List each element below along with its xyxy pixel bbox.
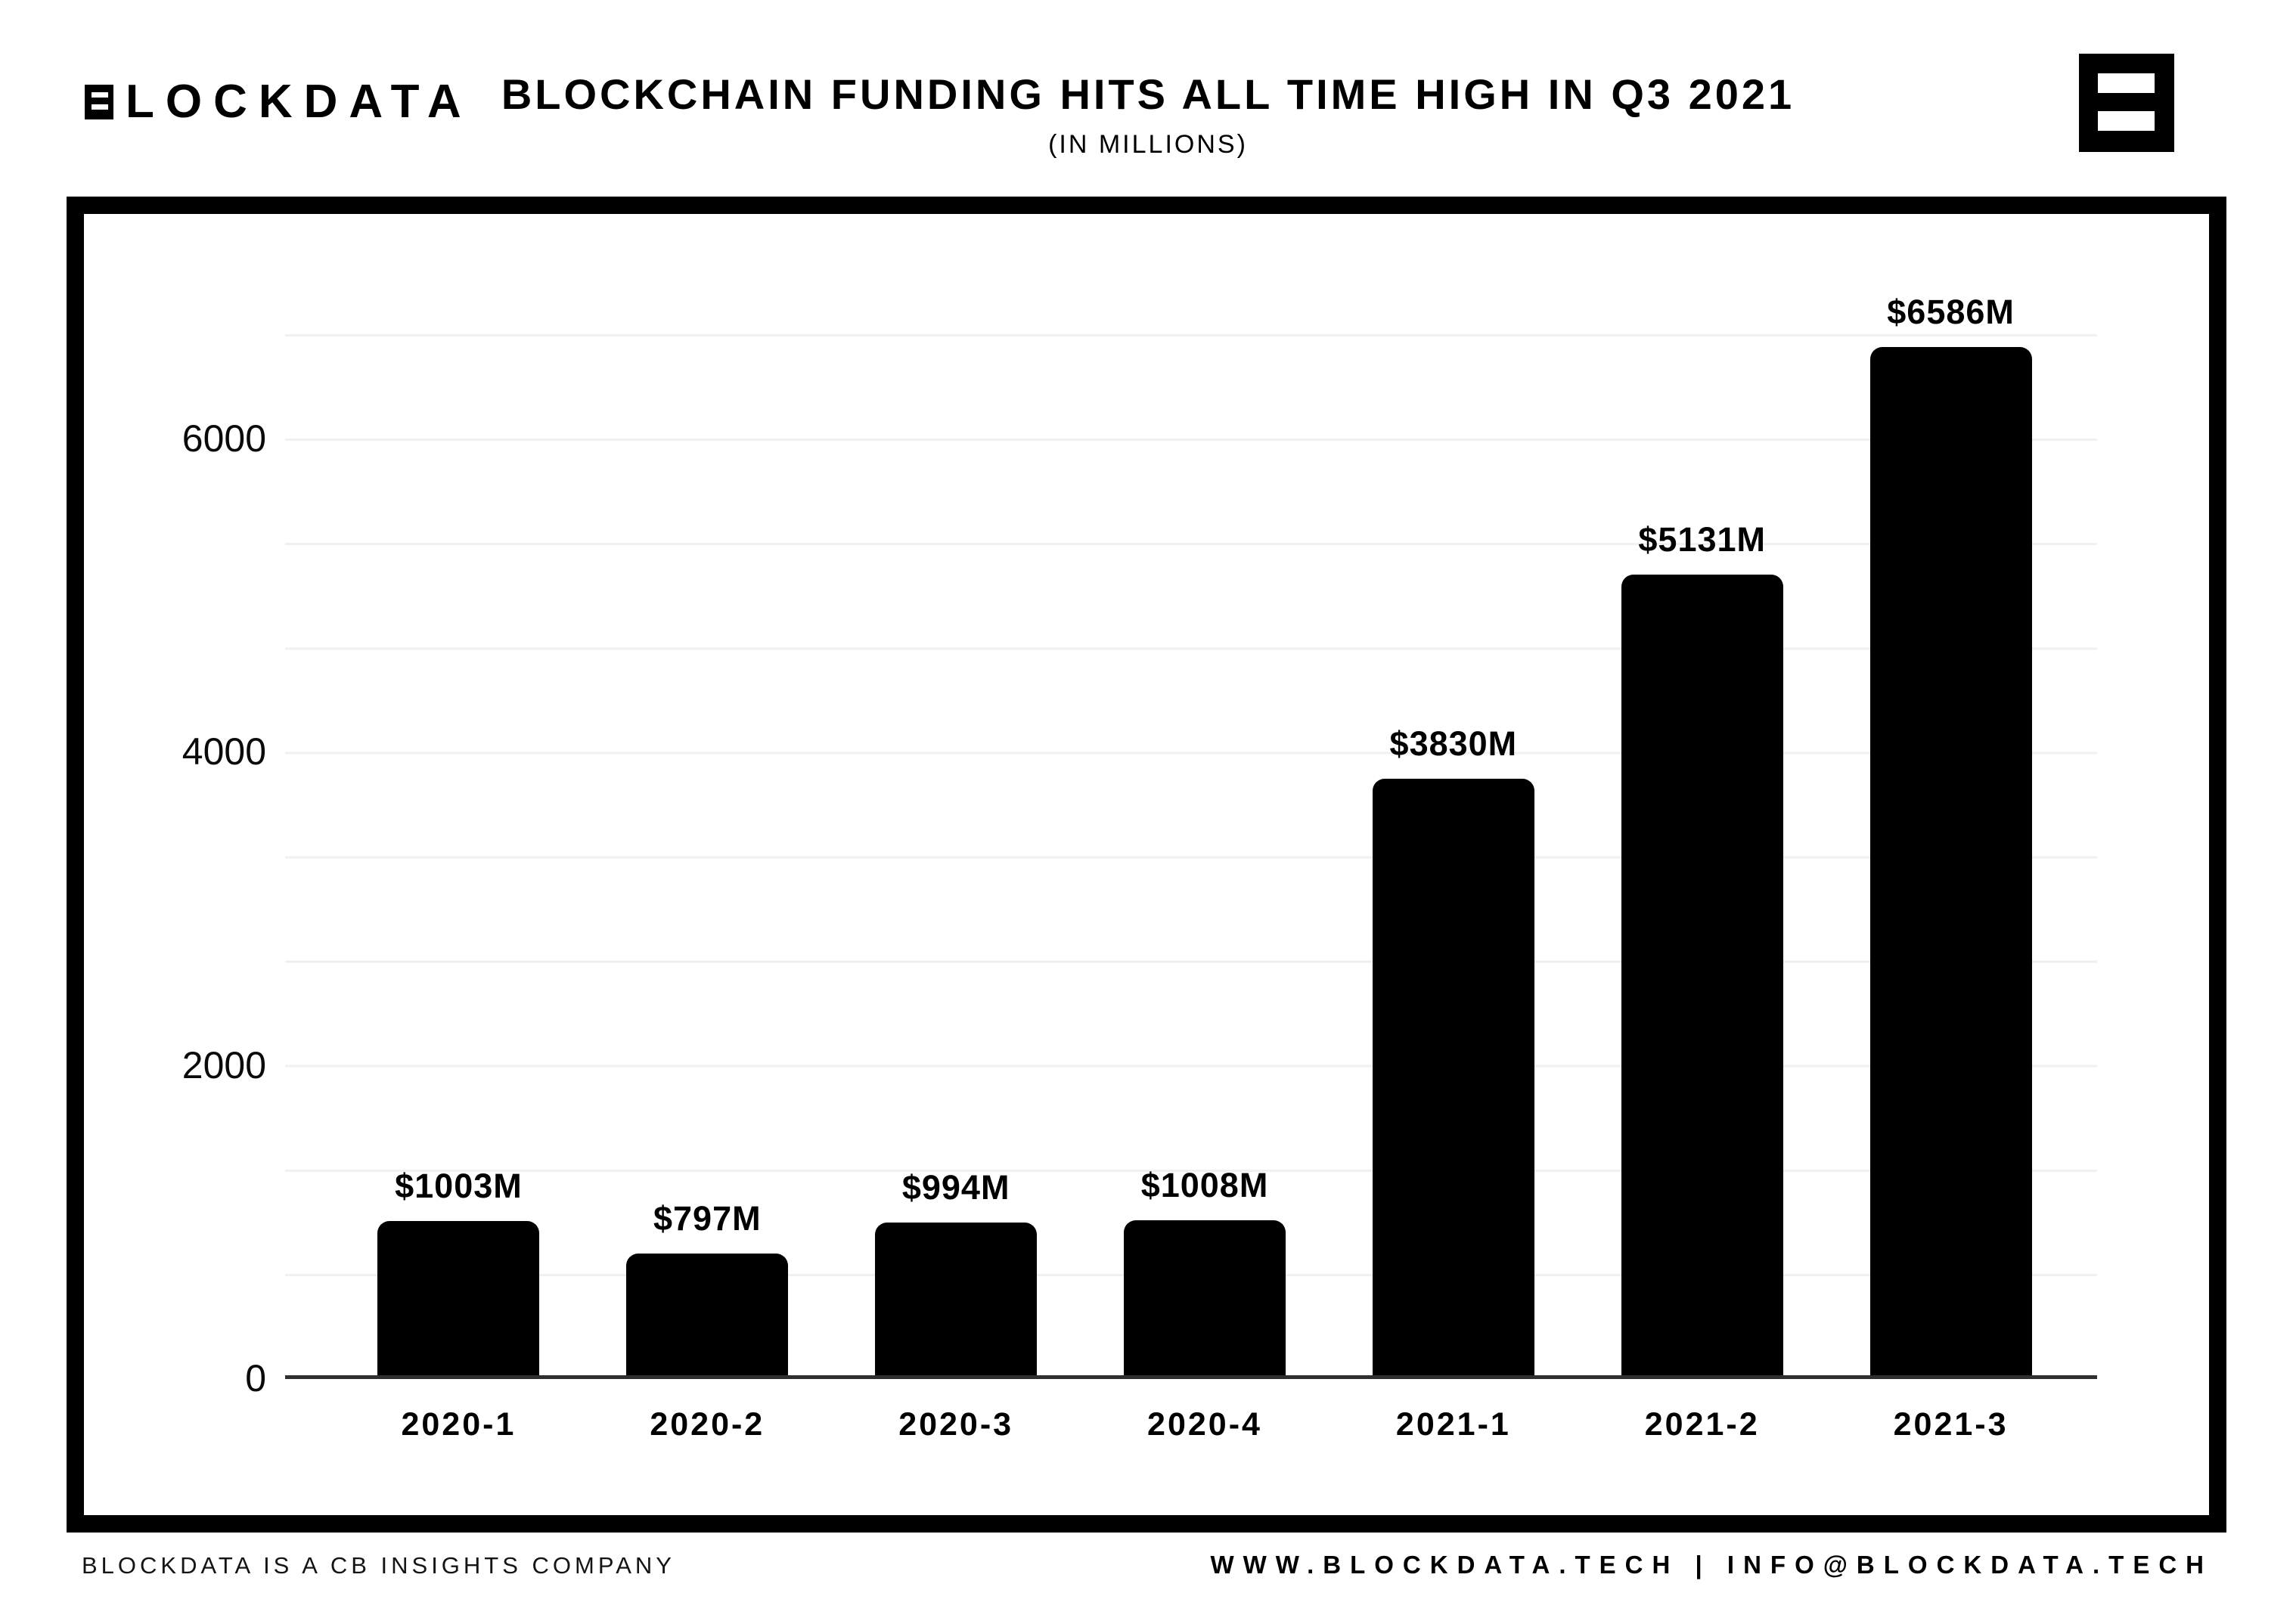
bar [1372,779,1534,1378]
bar-value-label: $5131M [1638,520,1767,559]
bar-slot: $5131M 2021-2 [1578,334,1826,1443]
bars-row: $1003M 2020-1 $797M 2020-2 $994M 2020-3 $1008M… [334,293,2075,1443]
y-axis-label: 4000 [182,730,266,773]
bar-slot: $3830M 2021-1 [1329,334,1578,1443]
header: LOCKDATA BLOCKCHAIN FUNDING HITS ALL TIM… [0,0,2296,197]
bar-slot: $6586M 2021-3 [1826,293,2075,1443]
bar-chart: 0 2000 4000 6000 $1003M 2020-1 $797M 2020-2 $99… [84,214,2209,1515]
bar [377,1221,540,1378]
title-block: BLOCKCHAIN FUNDING HITS ALL TIME HIGH IN… [227,71,2069,160]
x-axis-label: 2020-2 [650,1406,765,1443]
bar [1621,575,1783,1378]
bar [1869,347,2032,1378]
blockdata-mark-icon [2079,54,2174,152]
bar-slot: $797M 2020-2 [583,334,832,1443]
bar-value-label: $1008M [1140,1166,1269,1204]
x-axis-label: 2021-1 [1395,1406,1511,1443]
plot-area [285,334,2097,1378]
x-axis-label: 2021-3 [1893,1406,2009,1443]
page-title: BLOCKCHAIN FUNDING HITS ALL TIME HIGH IN… [501,70,1795,118]
x-axis-label: 2020-4 [1147,1406,1262,1443]
y-axis-label: 0 [245,1357,266,1399]
logo-slot-bottom [92,104,108,110]
page-subtitle: (IN MILLIONS) [1048,129,1248,159]
y-axis-label: 6000 [182,417,266,460]
blockdata-logo: LOCKDATA [85,76,473,128]
blockdata-logo-icon [85,85,113,119]
bar-slot: $1008M 2020-4 [1081,334,1330,1443]
x-axis-label: 2020-1 [401,1406,517,1443]
footer-left: BLOCKDATA IS A CB INSIGHTS COMPANY [82,1552,675,1579]
y-axis-label: 2000 [182,1043,266,1086]
x-axis-label: 2021-2 [1644,1406,1760,1443]
bar-value-label: $994M [901,1168,1010,1207]
bar-slot: $1003M 2020-1 [334,334,583,1443]
footer-right: WWW.BLOCKDATA.TECH | INFO@BLOCKDATA.TECH [1210,1551,2213,1579]
logo-text: LOCKDATA [126,76,473,128]
bar-slot: $994M 2020-3 [832,334,1081,1443]
mark-slot-top [2098,73,2155,93]
chart-frame: 0 2000 4000 6000 $1003M 2020-1 $797M 2020-2 $99… [67,197,2226,1533]
logo-slot-top [92,92,108,98]
bar-value-label: $797M [653,1199,762,1238]
y-axis: 0 2000 4000 6000 [84,334,266,1399]
bar-value-label: $6586M [1887,293,2015,331]
x-axis-line [285,1375,2097,1379]
x-axis-label: 2020-3 [898,1406,1014,1443]
bar [626,1254,789,1378]
bar-value-label: $3830M [1389,724,1518,763]
bar-value-label: $1003M [395,1167,523,1205]
mark-slot-bottom [2098,111,2155,131]
bar [875,1223,1038,1378]
bar [1124,1220,1286,1378]
